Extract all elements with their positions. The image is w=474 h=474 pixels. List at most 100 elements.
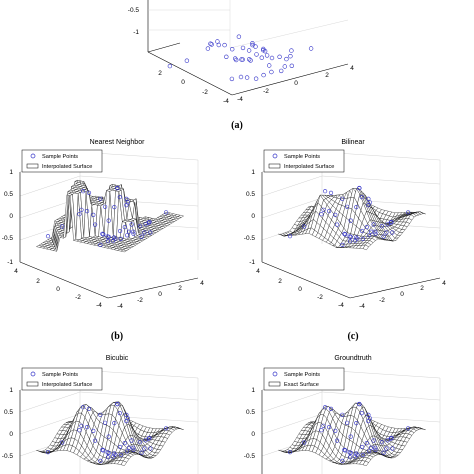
panel-c-sample-point	[406, 210, 411, 215]
panel-b-ytick: 0	[158, 291, 162, 298]
panel-a-sample-point	[215, 39, 220, 44]
panel-b-sample-point	[124, 203, 129, 208]
panel-b-ztick: 0.5	[4, 191, 13, 198]
panel-d-sample-point	[79, 423, 84, 428]
panel-c-sample-point	[390, 230, 395, 235]
panel-c-sample-point	[357, 185, 362, 191]
panel-a-ztick: -0.5	[128, 7, 140, 14]
panel-b-axes	[19, 172, 199, 299]
panel-d-sample-point	[80, 405, 86, 410]
panel-b-legend-label: Interpolated Surface	[42, 164, 92, 170]
panel-a-sample-point	[277, 54, 282, 59]
panel-c-bilinear: Bilinear 1 0.5 0 -0.5 -1 4 2 0 -2 -4 4 2	[244, 139, 446, 342]
panel-d-legend-label: Sample Points	[42, 372, 78, 378]
panel-b-sample-point	[147, 219, 152, 225]
panel-e-sample-point	[388, 436, 393, 441]
panel-d-sample-point	[91, 428, 96, 434]
panel-d-sample-point	[143, 438, 148, 443]
panel-e-surface-facet	[419, 427, 426, 430]
panel-e-sample-point	[333, 428, 338, 434]
panel-d-sample-point	[100, 447, 105, 453]
panel-a-sample-point	[253, 44, 258, 49]
panel-e-legend: Sample Points Exact Surface	[263, 367, 345, 391]
panel-d-sample-point	[115, 401, 120, 407]
panel-c-sample-point	[360, 236, 366, 241]
panel-e-sample-point	[359, 411, 364, 416]
panel-d-sample-point	[98, 458, 103, 464]
panel-d-sample-point	[124, 419, 129, 424]
panel-c-ztick: 0.5	[246, 191, 255, 198]
panel-b-ytick: 4	[200, 280, 204, 287]
panel-b-sample-point	[60, 224, 65, 229]
panel-a-sample-point	[289, 63, 294, 69]
panel-c-sample-point	[319, 212, 324, 217]
panel-c-ytick: -2	[379, 297, 385, 304]
panel-b-legend-label: Sample Points	[42, 154, 78, 160]
panel-b-sample-point	[112, 205, 117, 210]
panel-c-sample-point	[323, 189, 328, 194]
panel-a-sample-point	[208, 41, 213, 46]
panel-b-sample-point	[105, 234, 110, 239]
panel-c-sample-point	[335, 222, 340, 227]
panel-c-sample-point	[347, 239, 353, 244]
panel-b-legend: Sample Points Interpolated Surface	[21, 149, 103, 173]
panel-e-sample-point	[302, 440, 307, 445]
panel-a-sample-point	[264, 53, 270, 58]
panel-b-sample-point	[126, 229, 132, 234]
panel-b-xtick: 4	[14, 268, 18, 275]
panel-e-sample-point	[360, 444, 365, 450]
panel-a-sample-point	[229, 76, 235, 82]
panel-e-surface	[278, 401, 426, 467]
panel-d-sample-point	[129, 438, 134, 443]
panel-a-sample-point	[233, 56, 238, 61]
panel-c-sample-point	[302, 224, 307, 229]
panel-c-legend-label: Sample Points	[284, 154, 320, 160]
panel-e-sample-point	[406, 426, 411, 431]
panel-b-sample-point	[102, 204, 108, 209]
panel-b-sample-point	[79, 207, 84, 212]
panel-b-sample-point	[117, 228, 123, 234]
panel-b-sample-point	[131, 231, 136, 236]
panel-b-ztick: 1	[9, 169, 13, 176]
panel-c-xtick: 2	[278, 278, 282, 285]
panel-c-legend: Sample Points Interpolated Surface	[263, 149, 345, 173]
panel-d-sample-point	[117, 444, 123, 450]
panel-c-ytick: 2	[420, 285, 424, 292]
panel-c-sample-point	[366, 196, 371, 201]
panel-c-surface-facet	[419, 211, 426, 215]
panel-d-sample-point	[122, 441, 127, 446]
panel-d-sample-point	[106, 434, 111, 439]
panel-a-sample-point	[230, 46, 235, 52]
panel-a-sample-point	[259, 55, 264, 60]
panel-e-sample-point	[319, 428, 324, 433]
caption-b: (b)	[111, 331, 123, 342]
panel-b-sample-point	[115, 185, 120, 191]
panel-b-sample-point	[118, 236, 123, 241]
panel-a-ytick: -2	[263, 88, 269, 95]
panel-b-title: Nearest Neighbor	[90, 139, 146, 146]
panel-c-xtick: 4	[256, 268, 260, 275]
panel-d-sample-point	[77, 428, 82, 433]
panel-b-ytick: 2	[178, 285, 182, 292]
panel-d-sample-point	[92, 438, 98, 443]
panel-e-sample-point	[323, 405, 328, 410]
panel-d-sample-point	[131, 445, 136, 450]
panel-e-sample-point	[328, 406, 334, 412]
panel-a-sample-point	[244, 75, 250, 80]
panel-a-sample-point	[288, 53, 293, 59]
panel-c-sample-point	[373, 231, 378, 236]
panel-c-sample-point	[385, 222, 390, 227]
panel-a-ytick: 2	[325, 72, 329, 79]
panel-e-sample-point	[373, 445, 378, 450]
panel-a-sample-point	[250, 41, 255, 46]
panel-b-sample-point	[164, 210, 169, 215]
panel-a-sample-point	[239, 57, 244, 62]
panel-e-sample-point	[347, 450, 352, 455]
panel-d-bicubic: Bicubic 1 0.5 0 -0.5 Sample Points Inter…	[2, 355, 199, 474]
panel-b-xtick: 0	[56, 286, 60, 293]
panel-e-groundtruth: Groundtruth 1 0.5 0 -0.5 Sample Points E…	[244, 355, 441, 474]
panel-c-sample-point	[354, 205, 359, 210]
panel-b-sample-point	[124, 233, 130, 238]
panel-c-sample-point	[327, 209, 332, 214]
panel-d-sample-point	[102, 420, 108, 425]
